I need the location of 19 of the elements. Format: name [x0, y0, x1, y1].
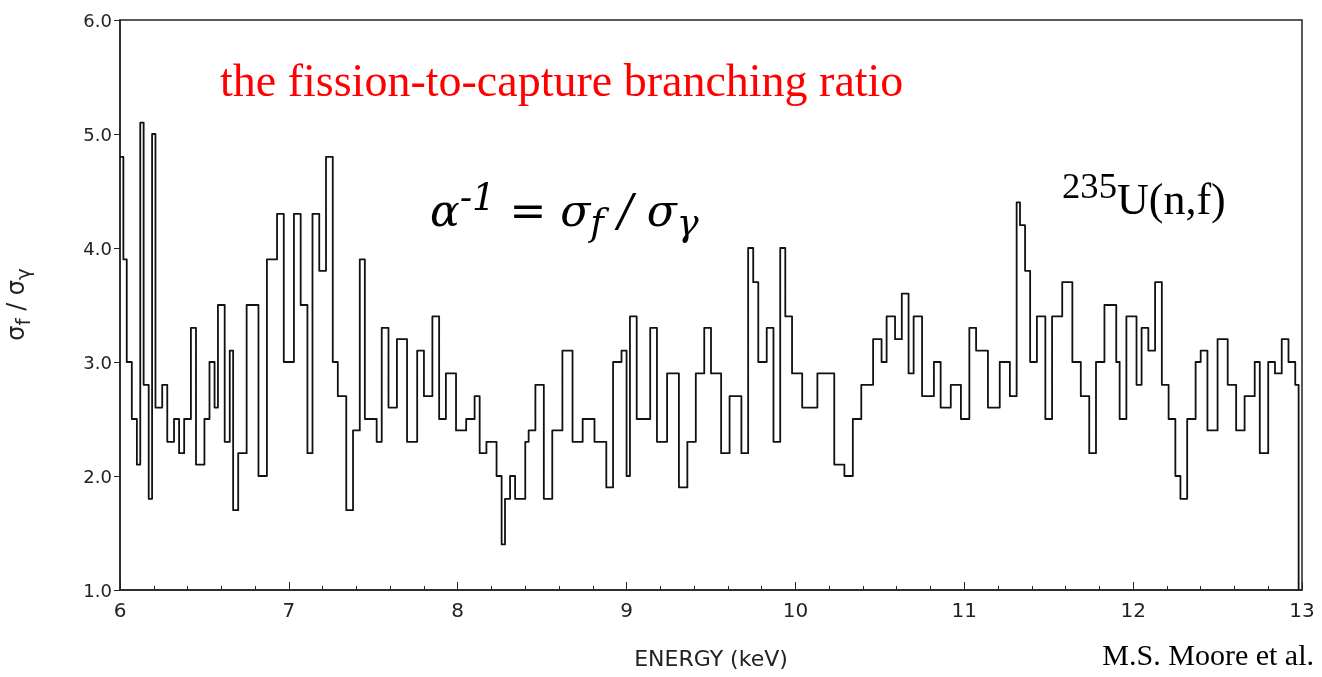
x-tick-label: 12	[1120, 598, 1146, 622]
annotation: $^{235}$U(n,f)	[1062, 165, 1226, 224]
y-tick-label: 1.0	[83, 579, 112, 601]
text: the fission-to-capture branching ratio	[220, 55, 904, 106]
x-tick-label: 6	[113, 598, 127, 622]
y-tick-label: 5.0	[83, 123, 112, 145]
y-tick-label: 2.0	[83, 465, 112, 487]
y-tick-label: 3.0	[83, 351, 112, 373]
x-tick-label: 9	[620, 598, 633, 622]
x-tick-label: 11	[951, 598, 978, 622]
text: M.S. Moore et al.	[1102, 638, 1314, 671]
x-tick-label: 8	[451, 598, 465, 622]
x-tick-label: 7	[282, 598, 296, 622]
x-axis-title: ENERGY (keV)	[634, 646, 788, 671]
x-tick-label: 10	[782, 598, 809, 622]
x-tick-label: 13	[1289, 598, 1315, 622]
y-tick-label: 4.0	[83, 237, 112, 259]
y-tick-label: 6.0	[83, 9, 112, 31]
annotation: α$^{-1}$ = σ$_{f}$ / σ$_{γ}$	[430, 176, 699, 245]
